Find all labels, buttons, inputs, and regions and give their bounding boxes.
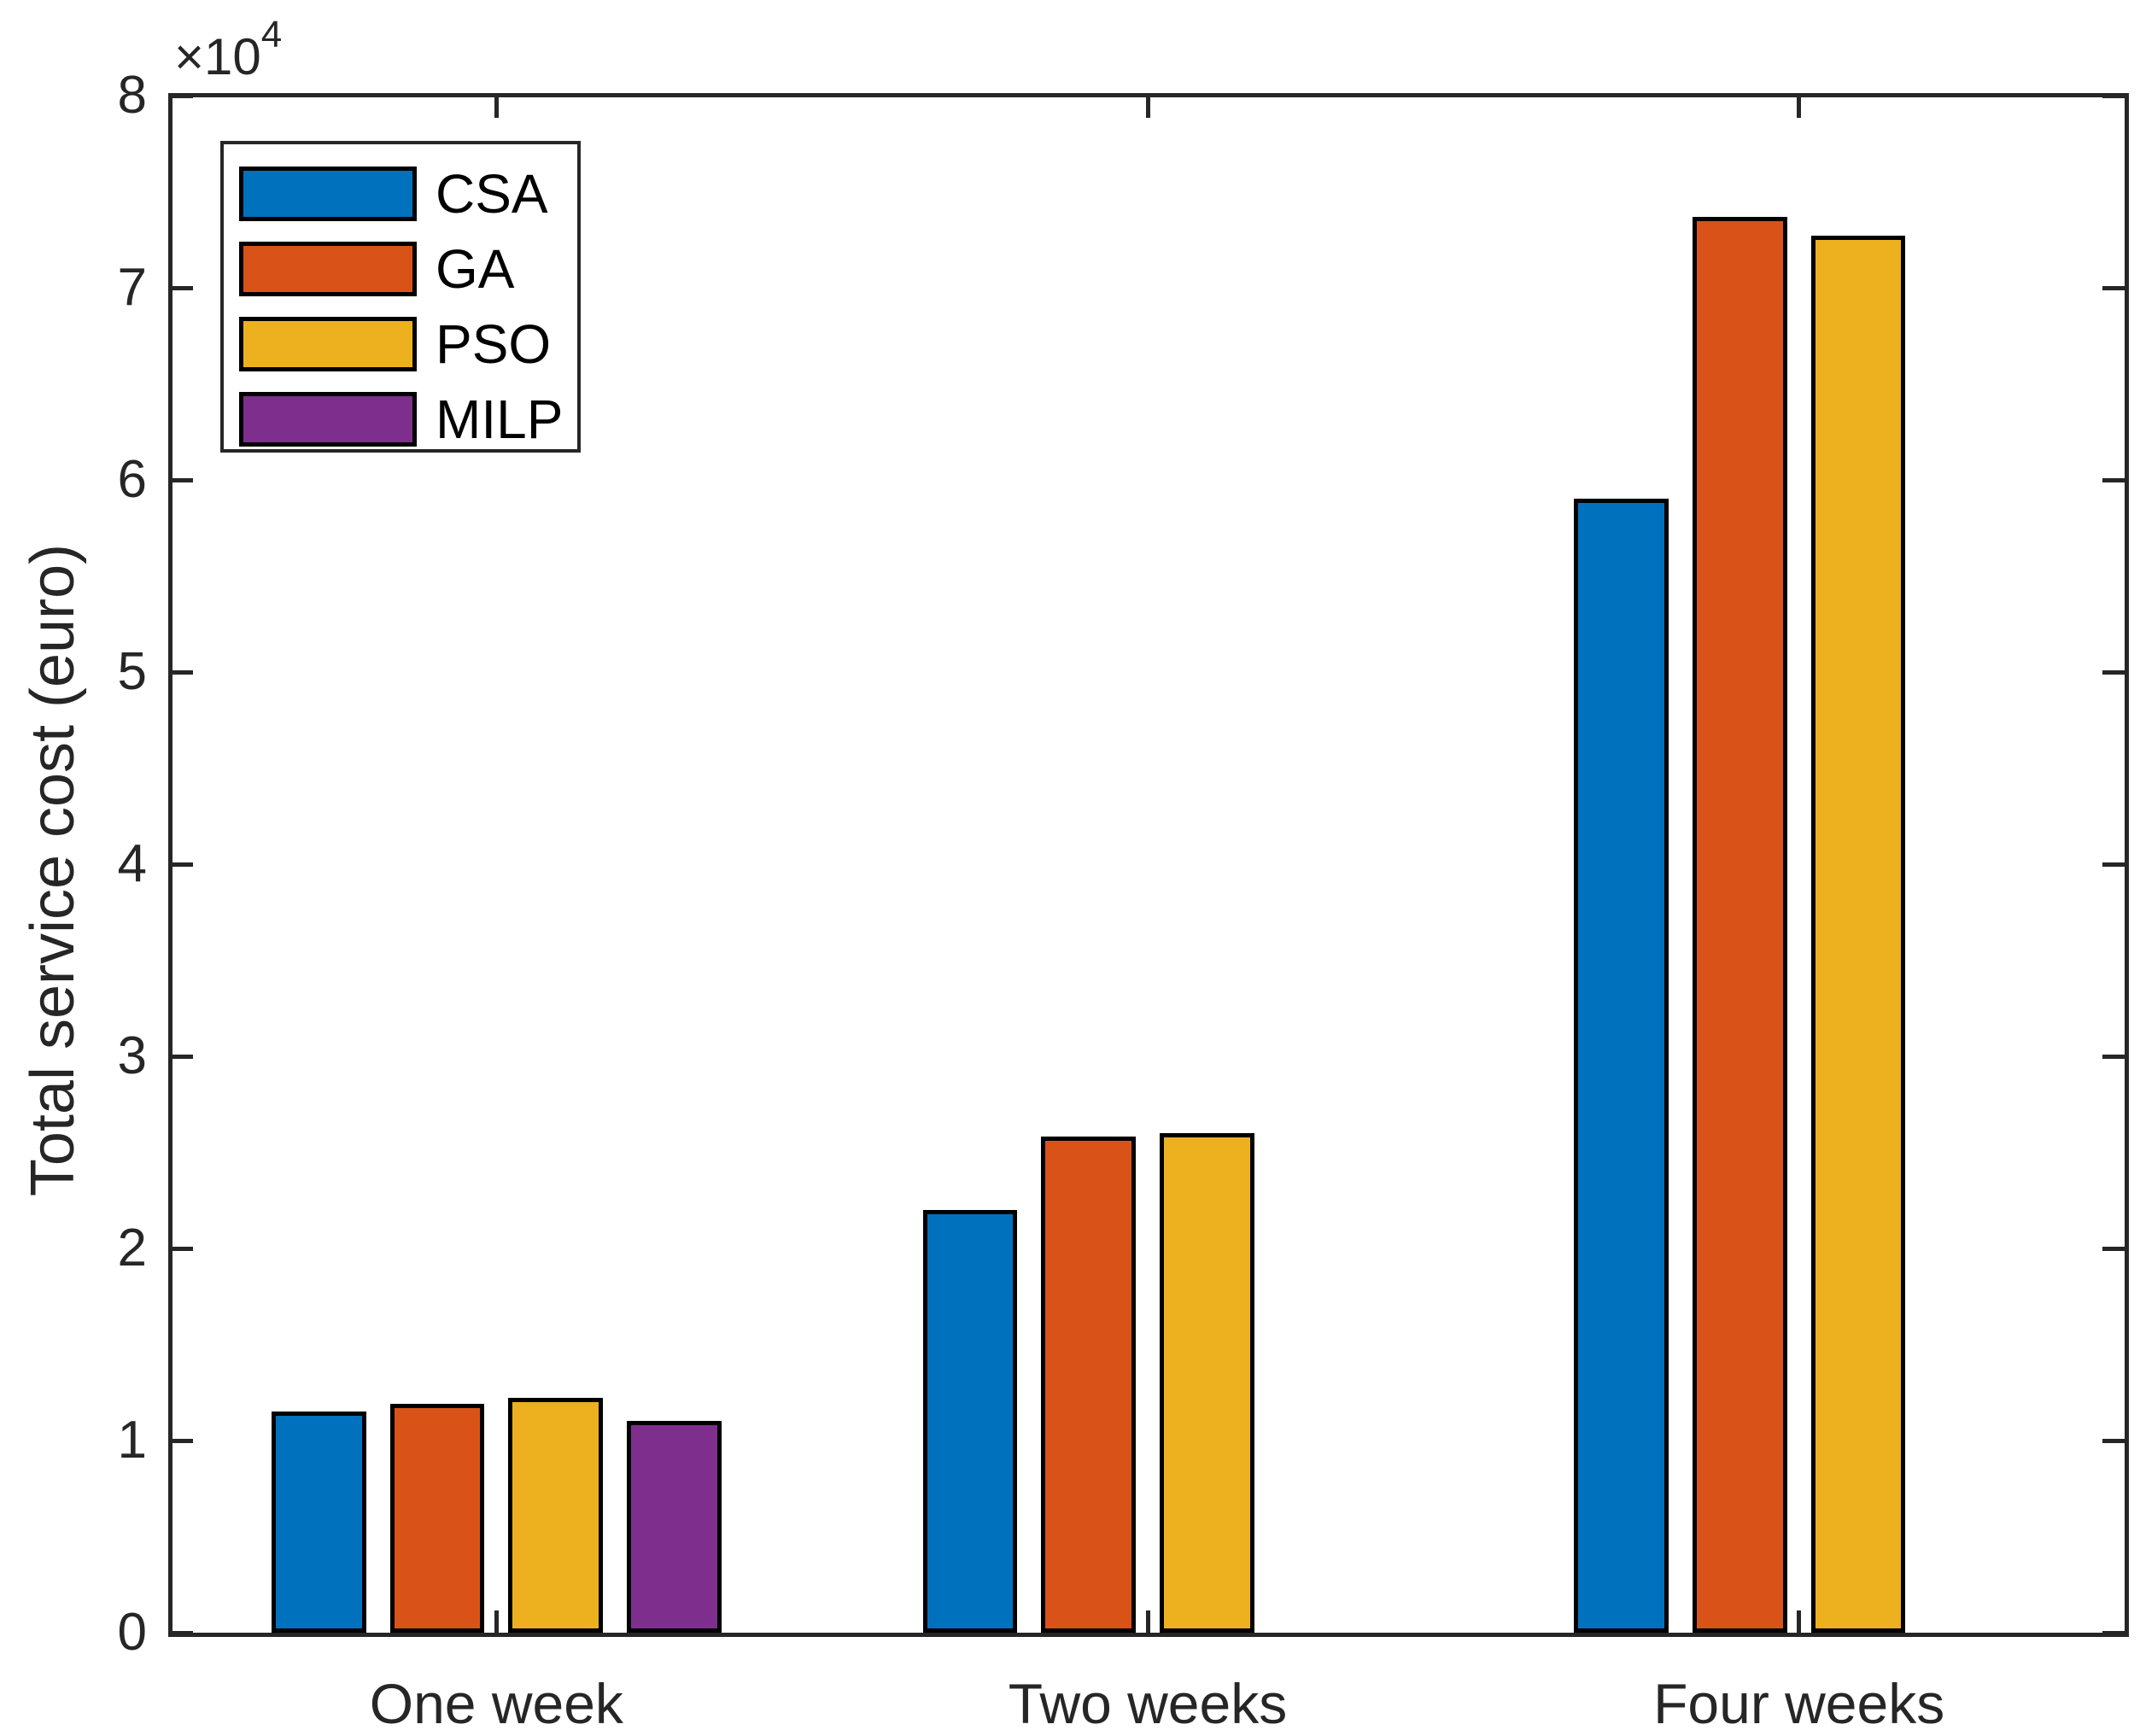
x-tick-bottom-two-weeks (1145, 1610, 1150, 1633)
bar-pso-one-week (508, 1398, 604, 1633)
y-tick-label-6: 6 (117, 450, 147, 509)
y-tick-left-0 (171, 1630, 193, 1635)
x-tick-top-one-week (494, 96, 499, 118)
bar-csa-four-weeks (1574, 499, 1669, 1633)
x-tick-label-four-weeks: Four weeks (1653, 1672, 1945, 1735)
bar-csa-two-weeks (922, 1210, 1018, 1633)
legend-item-csa: CSA (239, 156, 577, 231)
legend-swatch-csa (239, 167, 417, 221)
x-tick-top-four-weeks (1797, 96, 1802, 118)
x-tick-bottom-four-weeks (1797, 1610, 1802, 1633)
bar-ga-two-weeks (1041, 1137, 1137, 1633)
x-tick-top-two-weeks (1145, 96, 1150, 118)
y-tick-left-3 (171, 1054, 193, 1059)
legend-label-ga: GA (436, 238, 515, 300)
y-tick-right-8 (2102, 93, 2125, 98)
y-tick-label-7: 7 (117, 258, 147, 317)
bar-ga-one-week (389, 1404, 485, 1633)
bar-pso-two-weeks (1159, 1133, 1254, 1633)
y-tick-right-0 (2102, 1630, 2125, 1635)
y-tick-left-5 (171, 669, 193, 675)
y-tick-label-5: 5 (117, 642, 147, 701)
y-tick-left-7 (171, 285, 193, 290)
bar-ga-four-weeks (1692, 217, 1787, 1633)
y-tick-right-6 (2102, 477, 2125, 482)
legend-swatch-milp (239, 392, 417, 447)
y-tick-label-0: 0 (117, 1603, 147, 1662)
y-tick-label-8: 8 (117, 66, 147, 125)
y-tick-right-7 (2102, 285, 2125, 290)
y-tick-right-1 (2102, 1438, 2125, 1443)
y-axis-multiplier-base: ×10 (174, 28, 261, 85)
legend-label-milp: MILP (436, 389, 564, 450)
legend-label-pso: PSO (436, 313, 552, 375)
x-tick-label-two-weeks: Two weeks (1008, 1672, 1288, 1735)
x-tick-bottom-one-week (494, 1610, 499, 1633)
y-tick-right-2 (2102, 1246, 2125, 1251)
bar-csa-one-week (271, 1412, 366, 1633)
y-tick-left-8 (171, 93, 193, 98)
y-tick-label-2: 2 (117, 1219, 147, 1277)
legend-swatch-ga (239, 242, 417, 296)
y-tick-left-1 (171, 1438, 193, 1443)
legend-item-ga: GA (239, 231, 577, 307)
legend-item-pso: PSO (239, 307, 577, 382)
legend-item-milp: MILP (239, 382, 577, 457)
legend: CSA GA PSO MILP (220, 141, 581, 453)
y-tick-label-3: 3 (117, 1026, 147, 1085)
y-tick-label-1: 1 (117, 1411, 147, 1470)
y-axis-multiplier: ×104 (174, 14, 282, 86)
y-tick-left-6 (171, 477, 193, 482)
legend-label-csa: CSA (436, 163, 548, 225)
legend-swatch-pso (239, 317, 417, 371)
y-tick-right-4 (2102, 862, 2125, 867)
y-tick-label-4: 4 (117, 834, 147, 893)
y-axis-multiplier-exponent: 4 (260, 14, 283, 56)
y-tick-left-4 (171, 862, 193, 867)
y-tick-left-2 (171, 1246, 193, 1251)
bar-pso-four-weeks (1810, 236, 1906, 1633)
bar-milp-one-week (626, 1421, 722, 1633)
y-tick-right-5 (2102, 669, 2125, 675)
x-tick-label-one-week: One week (369, 1672, 623, 1735)
y-tick-right-3 (2102, 1054, 2125, 1059)
